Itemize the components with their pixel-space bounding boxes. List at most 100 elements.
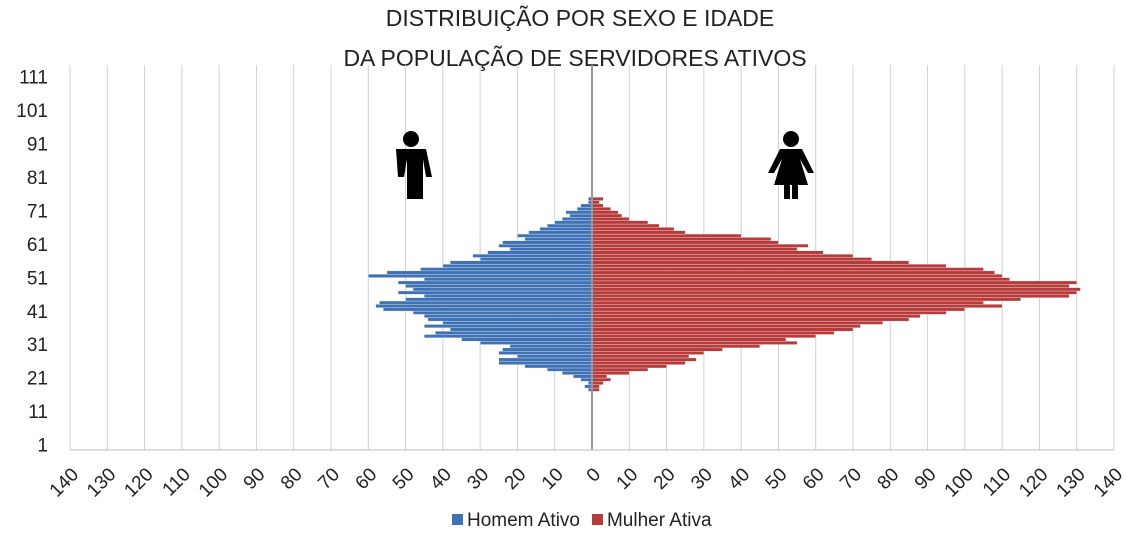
x-tick-label: 60 [799,464,829,494]
bar [517,233,593,238]
x-tick-label: 80 [277,464,307,494]
bar [424,294,593,298]
x-tick-label: 20 [501,464,531,494]
bar [591,337,787,342]
bar [479,257,593,261]
bar [412,310,593,315]
bar [569,213,593,218]
bar [591,197,604,201]
bar [591,364,667,369]
bar [450,260,593,265]
y-tick-label: 21 [27,369,48,390]
bar [591,341,798,345]
x-tick-label: 0 [583,464,605,486]
bar [498,243,593,248]
bar [591,280,1077,285]
bar [442,264,593,268]
bar [591,307,966,312]
x-tick-label: 120 [120,464,157,501]
bar [591,304,1003,308]
bar [591,233,742,238]
bar [498,357,593,362]
x-tick-label: 10 [613,464,643,494]
bar [424,277,593,282]
bar [591,223,660,228]
bar [591,213,622,218]
legend-swatch [452,514,463,525]
bar [591,270,995,275]
bar [591,374,608,379]
bar [591,260,910,265]
bar [591,217,630,221]
bar [591,334,816,338]
bar [576,207,593,211]
bar [554,220,593,225]
bar [591,344,760,349]
bar [591,220,649,225]
bar [591,324,861,328]
chart-title: DA POPULAÇÃO DE SERVIDORES ATIVOS [343,45,806,71]
x-tick-label: 90 [911,464,941,494]
x-tick-label: 140 [46,464,83,501]
x-tick-label: 110 [159,464,195,500]
bar [591,361,686,365]
x-tick-label: 100 [941,464,978,501]
bar [591,294,1070,298]
bar [591,347,723,352]
x-tick-label: 80 [874,464,904,494]
bar [412,287,593,292]
bar [591,237,772,241]
bar [591,320,883,325]
bar [424,334,593,338]
bar [591,210,619,215]
bar [591,367,649,372]
bar [420,267,593,272]
bar [405,297,593,302]
bar [584,384,593,389]
x-tick-label: 40 [426,464,456,494]
bar [591,290,1077,295]
bar [383,307,593,312]
bar [591,351,705,355]
bar [562,217,593,221]
y-tick-label: 81 [27,168,48,189]
y-tick-label: 11 [28,402,48,423]
bar [498,351,593,355]
x-tick-label: 120 [1015,464,1052,501]
x-tick-label: 30 [463,464,493,494]
y-tick-label: 1 [37,436,48,457]
bar [547,223,593,228]
bar [591,250,824,255]
bar [591,317,910,322]
bar [498,361,593,365]
y-tick-label: 101 [16,101,48,122]
bar [591,327,854,332]
bar [487,250,593,255]
x-tick-label: 30 [687,464,717,494]
bar [435,331,593,335]
bar [472,254,593,258]
bar [573,374,593,379]
y-tick-label: 111 [19,67,48,88]
x-tick-label: 130 [1053,464,1090,501]
bar [528,230,593,235]
bar [591,387,600,392]
bar [580,377,593,382]
legend-label: Homem Ativo [467,510,580,531]
bar [591,254,854,258]
bar [424,324,593,328]
bar [461,337,593,342]
y-tick-label: 41 [27,302,48,323]
x-tick-label: 110 [979,464,1015,500]
x-tick-label: 70 [836,464,866,494]
x-tick-label: 70 [314,464,344,494]
x-tick-label: 130 [83,464,120,501]
bar [591,331,835,335]
bar [591,381,604,385]
bar [397,290,593,295]
x-tick-label: 50 [762,464,792,494]
bar [502,347,593,352]
bar [591,357,697,362]
x-tick-label: 20 [650,464,680,494]
bar [591,377,611,382]
